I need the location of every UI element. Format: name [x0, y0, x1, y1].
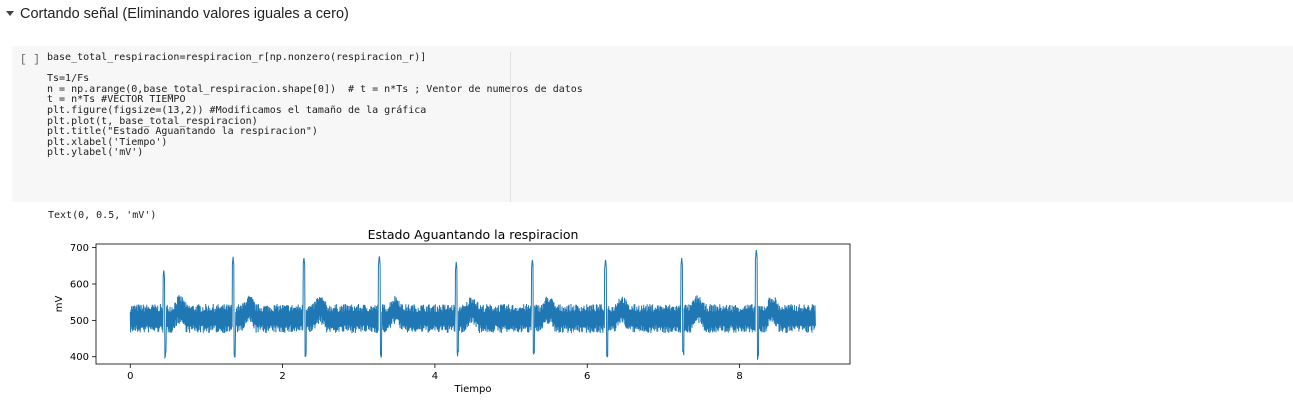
code-line-3: Ts=1/Fs	[47, 73, 90, 85]
code-line-10: plt.ylabel('mV')	[47, 147, 144, 159]
y-tick-label: 400	[70, 352, 89, 363]
code-line-4: n = np.arange(0,base_total_respiracion.s…	[47, 83, 583, 95]
code-line-6: plt.figure(figsize=(13,2)) #Modificamos …	[47, 104, 427, 116]
section-header[interactable]: Cortando señal (Eliminando valores igual…	[0, 0, 1293, 30]
code-cell[interactable]: [ ] base_total_respiracion=respiracion_r…	[12, 46, 1293, 202]
code-line-7: plt.plot(t, base_total_respiracion)	[47, 115, 258, 127]
y-tick-label: 500	[70, 316, 89, 327]
editor-ruler	[510, 52, 511, 202]
line-chart: Estado Aguantando la respiracion40050060…	[54, 227, 851, 395]
code-editor[interactable]: base_total_respiracion=respiracion_r[np.…	[47, 52, 583, 159]
x-axis-label: Tiempo	[454, 384, 492, 395]
series-line	[129, 249, 816, 360]
x-tick-label: 2	[279, 371, 285, 382]
chart-title: Estado Aguantando la respiracion	[368, 227, 579, 242]
code-line-8: plt.title("Estado Aguantando la respirac…	[47, 126, 318, 138]
x-tick-label: 6	[584, 371, 590, 382]
code-line-5: t = n*Ts #VECTOR TIEMPO	[47, 94, 186, 106]
chevron-down-icon[interactable]	[6, 11, 14, 16]
x-tick-label: 8	[736, 371, 742, 382]
y-axis-label: mV	[54, 296, 65, 313]
run-cell-button[interactable]: [ ]	[20, 54, 40, 66]
plot-frame	[95, 243, 851, 365]
y-tick-label: 700	[70, 243, 89, 254]
x-tick-label: 0	[127, 371, 133, 382]
code-line-1: base_total_respiracion=respiracion_r[np.…	[47, 52, 427, 63]
x-tick-label: 4	[432, 371, 438, 382]
cell-output-text: Text(0, 0.5, 'mV')	[48, 210, 157, 221]
section-title: Cortando señal (Eliminando valores igual…	[20, 6, 349, 22]
code-line-9: plt.xlabel('Tiempo')	[47, 136, 168, 148]
y-tick-label: 600	[70, 280, 89, 291]
